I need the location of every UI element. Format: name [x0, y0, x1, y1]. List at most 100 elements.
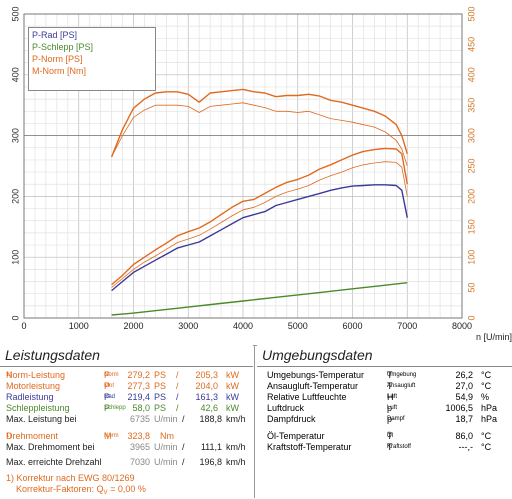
x-axis-label: n [U/min] — [476, 332, 512, 342]
speed-value: 188,8 — [199, 414, 222, 424]
correction-factors: Korrektur-Faktoren: QV = 0,00 % — [16, 484, 146, 496]
y2-tick-label: 350 — [466, 98, 476, 113]
separator: / — [182, 457, 185, 467]
env-row: Ansaugluft-Temperatur T Ansaugluft 27,0 °… — [267, 381, 492, 391]
panel-title: Umgebungsdaten — [262, 347, 373, 363]
y-tick-label: 100 — [10, 250, 20, 265]
env-row: Luftdruck p Luft 1006,5 hPa — [267, 403, 498, 413]
value-ps: 219,4 — [127, 392, 150, 402]
separator: / — [182, 442, 185, 452]
env-row: Kraftstoff-Temperatur T Kraftstoff ---,- … — [267, 442, 492, 452]
x-tick-label: 2000 — [123, 321, 143, 331]
unit-nm: Nm — [160, 431, 174, 441]
row-unit: °C — [481, 381, 492, 391]
row-unit: °C — [481, 370, 492, 380]
legend-label: P-Rad [PS] — [32, 30, 78, 40]
series-lines — [110, 88, 408, 316]
value-ps: 58,0 — [132, 403, 150, 413]
unit-kw: kW — [226, 381, 239, 391]
data-row: Schleppleistung P Schlepp 58,0 PS / 42,6 … — [6, 403, 239, 413]
unit-kw: kW — [226, 403, 239, 413]
value-ps: 279,2 — [127, 370, 150, 380]
y-tick-label: 400 — [10, 67, 20, 82]
row-label: Motorleistung — [6, 381, 61, 391]
y-tick-label: 0 — [10, 315, 20, 320]
y2-tick-label: 250 — [466, 158, 476, 173]
legend-label: P-Schlepp [PS] — [32, 42, 94, 52]
x-tick-label: 8000 — [452, 321, 472, 331]
y2-tick-label: 0 — [466, 315, 476, 320]
rpm-value: 3965 — [129, 442, 150, 452]
panel-title: Leistungsdaten — [5, 347, 100, 363]
row-value: 86,0 — [455, 431, 473, 441]
unit-rpm: U/min — [154, 442, 178, 452]
series-line — [111, 282, 408, 316]
separator: / — [176, 403, 179, 413]
divider — [257, 366, 512, 367]
x-tick-label: 7000 — [397, 321, 417, 331]
row-value: 1006,5 — [445, 403, 473, 413]
y2-tick-label: 150 — [466, 219, 476, 234]
value-kw: 205,3 — [195, 370, 218, 380]
row-unit: hPa — [481, 403, 498, 413]
y2-tick-label: 100 — [466, 250, 476, 265]
x-tick-label: 6000 — [342, 321, 362, 331]
row-value: 18,7 — [455, 414, 473, 424]
data-row: Norm-Leistung 1) P Norm 279,2 PS / 205,3 … — [6, 370, 239, 380]
x-tick-label: 5000 — [288, 321, 308, 331]
unit-kw: kW — [226, 370, 239, 380]
row-label: Max. Leistung bei — [6, 414, 77, 424]
legend-item-p-rad: P-Rad [PS] — [32, 30, 77, 41]
row-value: ---,- — [458, 442, 474, 452]
unit-rpm: U/min — [154, 414, 178, 424]
legend: P-Rad [PS] P-Schlepp [PS] P-Norm [PS] M-… — [28, 27, 156, 91]
y2-tick-label: 300 — [466, 128, 476, 143]
rpm-value: 7030 — [129, 457, 150, 467]
unit-ps: PS — [154, 370, 167, 380]
x-tick-label: 0 — [21, 321, 26, 331]
row-unit: hPa — [481, 414, 498, 424]
divider — [0, 345, 512, 346]
unit-kw: kW — [226, 392, 239, 402]
y2-tick-label: 450 — [466, 37, 476, 52]
row-unit: °C — [481, 431, 492, 441]
row-label: Radleistung — [6, 392, 54, 402]
divider — [254, 345, 255, 498]
legend-label: M-Norm [Nm] — [32, 66, 86, 76]
divider — [0, 366, 253, 367]
series-line — [111, 161, 408, 288]
row-label: Schleppleistung — [6, 403, 70, 413]
row-label: Max. Drehmoment bei — [6, 442, 95, 452]
row-label: Dampfdruck — [267, 414, 316, 424]
value-nm: 323,8 — [127, 431, 150, 441]
row-value: 26,2 — [455, 370, 473, 380]
separator: / — [176, 370, 179, 380]
unit-ps: PS — [154, 392, 167, 402]
x-tick-label: 3000 — [178, 321, 198, 331]
y2-tick-label: 500 — [466, 6, 476, 21]
separator: / — [176, 381, 179, 391]
separator: / — [182, 414, 185, 424]
row-label: Luftdruck — [267, 403, 305, 413]
data-row: Max. Drehmoment bei 3965 U/min / 111,1 k… — [0, 442, 253, 453]
data-row: Max. erreichte Drehzahl 7030 U/min / 196… — [0, 457, 253, 468]
correction-note: 1) Korrektur nach EWG 80/1269 — [6, 473, 135, 483]
row-unit: °C — [481, 442, 492, 452]
row-label: Kraftstoff-Temperatur — [267, 442, 352, 452]
legend-label: P-Norm [PS] — [32, 54, 83, 64]
row-label: Umgebungs-Temperatur — [267, 370, 365, 380]
value-ps: 277,3 — [127, 381, 150, 391]
series-line — [111, 184, 408, 292]
env-row: Dampfdruck p Dampf 18,7 hPa — [267, 414, 498, 424]
y2-tick-label: 200 — [466, 189, 476, 204]
y-tick-label: 500 — [10, 6, 20, 21]
unit-rpm: U/min — [154, 457, 178, 467]
leistungsdaten-panel: Leistungsdaten Norm-Leistung 1) P Norm 27… — [0, 345, 253, 498]
unit-speed: km/h — [226, 414, 246, 424]
x-tick-label: 4000 — [233, 321, 253, 331]
row-value: 54,9 — [455, 392, 473, 402]
rpm-value: 6735 — [129, 414, 150, 424]
y2-tick-label: 400 — [466, 67, 476, 82]
plot-frame — [23, 13, 463, 319]
env-row: Öl-Temperatur T Öl 86,0 °C — [267, 431, 492, 441]
